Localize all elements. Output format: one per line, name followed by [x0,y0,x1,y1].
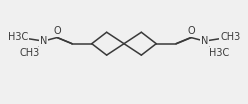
Text: CH3: CH3 [19,48,39,58]
Text: H3C: H3C [8,32,28,42]
Text: CH3: CH3 [220,32,240,42]
Text: O: O [53,26,61,36]
Text: O: O [187,26,195,36]
Text: N: N [201,36,208,46]
Text: N: N [40,36,47,46]
Text: H3C: H3C [209,48,229,58]
